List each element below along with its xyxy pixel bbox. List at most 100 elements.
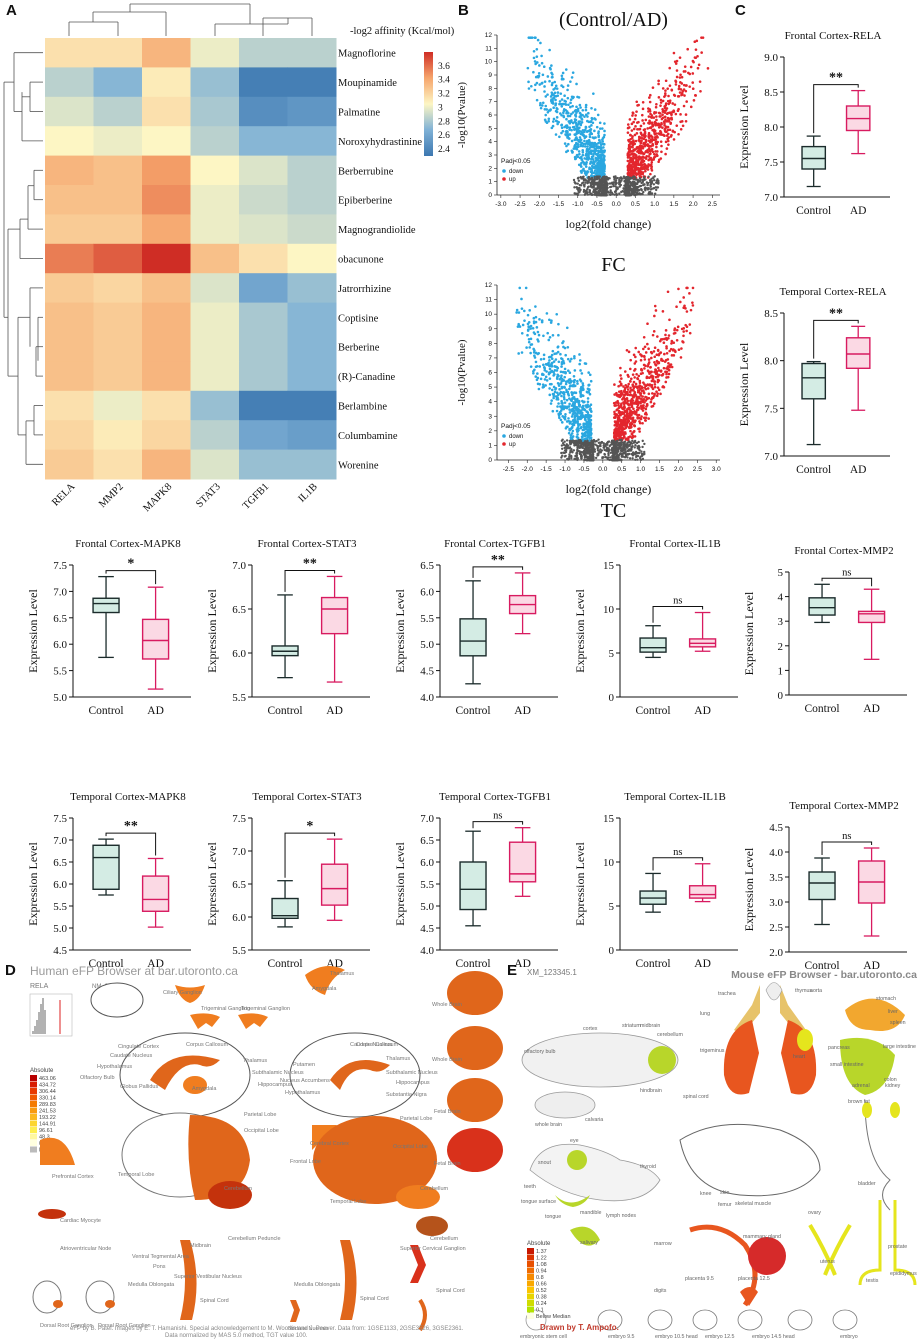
heatmap-title: -log2 affinity (Kcal/mol) — [350, 26, 455, 37]
box-x-label: AD — [694, 958, 711, 970]
volcano-point — [612, 449, 615, 453]
volcano-point — [625, 446, 628, 449]
volcano-point — [538, 83, 542, 86]
volcano-point — [670, 88, 674, 92]
efp-mouse-legend-value: 1.08 — [536, 1262, 547, 1268]
volcano-point — [590, 446, 593, 450]
volcano-point — [643, 401, 646, 404]
efp-mouse-label: aorta — [810, 988, 822, 994]
efp-mouse-title: Mouse eFP Browser - bar.utoronto.ca — [731, 969, 917, 981]
volcano-point — [566, 114, 570, 118]
volcano-point — [590, 439, 594, 442]
volcano-point — [639, 397, 643, 400]
volcano-point — [625, 348, 629, 352]
volcano-point — [572, 418, 575, 422]
box-y-tick-label: 7.5 — [764, 403, 778, 415]
volcano-point — [527, 36, 531, 39]
volcano-point — [612, 445, 616, 449]
volcano-point — [529, 351, 532, 355]
efp-mouse-label: liver — [888, 1009, 898, 1015]
volcano-point — [661, 99, 665, 103]
volcano-point — [639, 372, 643, 376]
volcano-point — [621, 177, 624, 180]
volcano-point — [570, 119, 573, 122]
volcano-point — [590, 457, 593, 460]
volcano-point — [634, 452, 638, 455]
volcano-point — [620, 438, 623, 442]
y-tick-label: 6 — [488, 112, 492, 119]
volcano-point — [665, 345, 668, 348]
efp-mouse-label: trachea — [718, 991, 736, 997]
volcano-point — [554, 133, 558, 136]
cerebellum-small — [416, 1216, 448, 1236]
sagittal-brain-2 — [289, 1032, 421, 1118]
volcano-point — [633, 133, 637, 137]
volcano-point — [517, 322, 520, 326]
heatmap-row-label: Noroxyhydrastinine — [338, 137, 422, 148]
boxplot-title: Frontal Cortex-STAT3 — [257, 538, 357, 550]
volcano-point — [598, 153, 602, 157]
volcano-point — [623, 440, 627, 444]
volcano-point — [529, 365, 533, 368]
volcano-point — [538, 103, 542, 107]
legend-dot-up — [502, 442, 506, 446]
volcano-point — [564, 446, 568, 449]
heatmap-cell — [239, 96, 288, 127]
volcano-point — [651, 377, 655, 381]
box-y-tick-label: 5.0 — [420, 901, 434, 913]
volcano-point — [548, 377, 552, 380]
volcano-point — [591, 149, 595, 153]
volcano-point — [550, 91, 554, 94]
volcano-point — [563, 449, 567, 452]
volcano-point — [613, 416, 617, 419]
volcano-point — [615, 408, 618, 412]
boxplot-title: Temporal Cortex-MAPK8 — [70, 791, 186, 803]
volcano-point — [562, 371, 566, 374]
volcano-point — [631, 143, 635, 147]
volcano-point — [668, 66, 672, 70]
volcano-point — [597, 444, 601, 448]
volcano-point — [562, 395, 566, 399]
volcano-point — [550, 382, 553, 386]
volcano-point — [647, 362, 650, 366]
volcano-point — [646, 342, 649, 346]
volcano-point — [653, 156, 656, 159]
volcano-point — [581, 133, 585, 137]
heatmap-cell — [93, 390, 143, 421]
volcano-point — [523, 319, 526, 322]
volcano-point — [583, 439, 587, 443]
efp-human-label: Subthalamic Nucleus — [386, 1070, 438, 1076]
volcano-point — [657, 96, 661, 99]
volcano-point — [597, 150, 601, 154]
heatmap-cell — [142, 273, 191, 304]
volcano-point — [604, 455, 607, 459]
volcano-point — [596, 183, 599, 186]
volcano-point — [620, 420, 623, 424]
efp-human-label: Parietal Lobe — [244, 1112, 276, 1118]
volcano-point — [579, 123, 583, 127]
efp-human-label: Cerebellum — [224, 1186, 253, 1192]
volcano-point — [666, 137, 670, 141]
volcano-point — [666, 139, 670, 143]
volcano-point — [568, 114, 572, 118]
volcano-point — [554, 102, 558, 105]
volcano-point — [610, 441, 613, 444]
volcano-point — [579, 184, 583, 187]
box-y-tick-label: 7.5 — [53, 813, 67, 825]
volcano-point — [556, 396, 559, 399]
volcano-point — [655, 359, 659, 363]
volcano-point — [666, 375, 670, 379]
heatmap-cell — [190, 420, 240, 451]
volcano-point — [644, 138, 648, 142]
heatmap-cell — [45, 185, 94, 215]
volcano-point — [675, 305, 678, 309]
volcano-point — [649, 370, 653, 374]
volcano-point — [613, 404, 616, 407]
volcano-point — [679, 127, 683, 131]
volcano-point — [537, 333, 541, 337]
legend-dot-down — [502, 169, 506, 173]
y-tick-label: 5 — [488, 125, 492, 132]
heatmap-cell — [287, 214, 337, 245]
efp-mouse-label: large intestine — [883, 1044, 916, 1050]
